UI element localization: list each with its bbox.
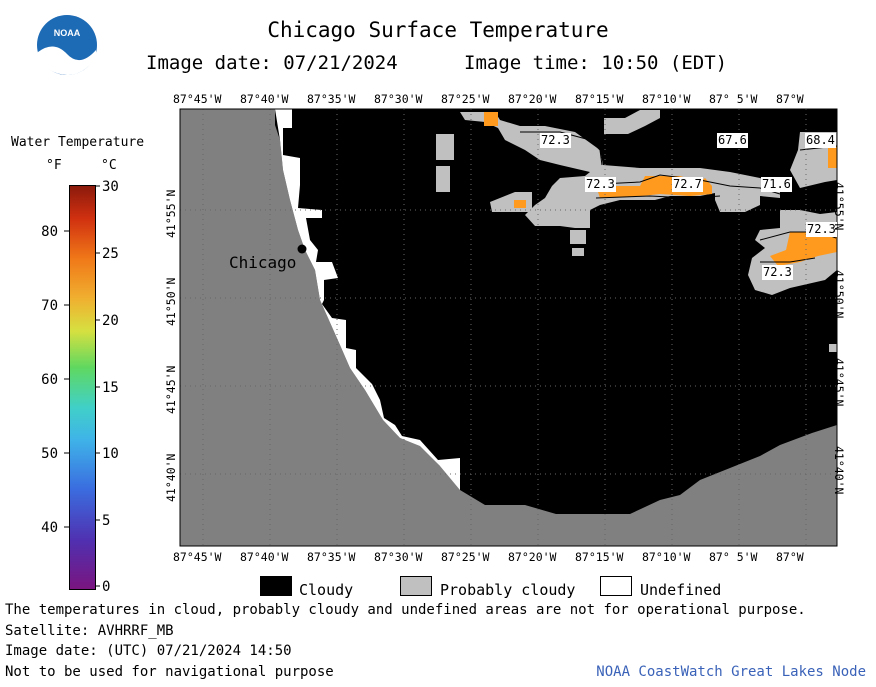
- key-label-cloudy: Cloudy: [299, 581, 354, 599]
- longitude-label: 87°25'W: [441, 550, 490, 564]
- temperature-label: 72.3: [806, 222, 837, 237]
- c-tick-label: 0: [102, 579, 110, 595]
- temperature-label: 71.6: [761, 177, 792, 192]
- image-time: Image time: 10:50 (EDT): [464, 52, 728, 74]
- longitude-label: 87°W: [776, 92, 804, 106]
- longitude-label: 87°15'W: [575, 550, 624, 564]
- temperature-label: 68.4: [805, 133, 836, 148]
- key-swatch-undefined: [600, 576, 632, 596]
- longitude-label: 87°10'W: [642, 550, 691, 564]
- logo-text: NOAA: [54, 28, 81, 38]
- longitude-label: 87°40'W: [240, 550, 289, 564]
- longitude-label: 87°10'W: [642, 92, 691, 106]
- latitude-label: 41°45'N: [832, 358, 846, 407]
- temperature-label: 72.3: [762, 265, 793, 280]
- longitude-label: 87° 5'W: [709, 92, 758, 106]
- unit-celsius: °C: [101, 158, 117, 173]
- c-tick-label: 30: [102, 180, 119, 195]
- footer-satellite: Satellite: AVHRRF_MB: [5, 623, 174, 639]
- latitude-label: 41°55'N: [832, 182, 846, 231]
- f-tick-label: 50: [41, 446, 58, 462]
- f-tick-label: 70: [41, 298, 58, 314]
- temperature-label: 67.6: [717, 133, 748, 148]
- f-tick-label: 60: [41, 372, 58, 388]
- f-tick-label: 80: [41, 224, 58, 240]
- key-label-probably-cloudy: Probably cloudy: [440, 581, 576, 599]
- footer-disclaimer: The temperatures in cloud, probably clou…: [5, 602, 806, 618]
- f-tick-label: 40: [41, 520, 58, 536]
- c-tick-label: 25: [102, 246, 119, 262]
- latitude-label: 41°40'N: [164, 453, 178, 502]
- latitude-label: 41°50'N: [164, 277, 178, 326]
- longitude-label: 87°30'W: [374, 92, 423, 106]
- longitude-label: 87° 5'W: [709, 550, 758, 564]
- map-title: Chicago Surface Temperature: [267, 18, 609, 42]
- c-tick-label: 10: [102, 446, 119, 462]
- c-tick-label: 5: [102, 513, 110, 529]
- longitude-label: 87°45'W: [173, 550, 222, 564]
- latitude-label: 41°50'N: [832, 270, 846, 319]
- longitude-label: 87°20'W: [508, 550, 557, 564]
- key-swatch-cloudy: [260, 576, 292, 596]
- footer-utc-date: Image date: (UTC) 07/21/2024 14:50: [5, 643, 292, 659]
- latitude-label: 41°55'N: [164, 189, 178, 238]
- temperature-label: 72.3: [540, 133, 571, 148]
- chicago-marker: [297, 244, 307, 254]
- credit-link[interactable]: NOAA CoastWatch Great Lakes Node: [596, 664, 866, 680]
- longitude-label: 87°35'W: [307, 92, 356, 106]
- footer-navigation-note: Not to be used for navigational purpose: [5, 664, 334, 680]
- longitude-label: 87°W: [776, 550, 804, 564]
- latitude-label: 41°40'N: [832, 446, 846, 495]
- key-label-undefined: Undefined: [640, 581, 722, 599]
- image-date: Image date: 07/21/2024: [146, 52, 398, 74]
- longitude-label: 87°25'W: [441, 92, 490, 106]
- unit-fahrenheit: °F: [46, 158, 62, 173]
- temperature-label: 72.7: [672, 177, 703, 192]
- longitude-label: 87°15'W: [575, 92, 624, 106]
- longitude-label: 87°30'W: [374, 550, 423, 564]
- colorbar-title: Water Temperature: [11, 135, 145, 150]
- chicago-label: Chicago: [229, 253, 297, 272]
- key-swatch-probably-cloudy: [400, 576, 432, 596]
- longitude-label: 87°40'W: [240, 92, 289, 106]
- c-tick-label: 20: [102, 313, 119, 329]
- latitude-label: 41°45'N: [164, 365, 178, 414]
- longitude-label: 87°45'W: [173, 92, 222, 106]
- temperature-label: 72.3: [585, 177, 616, 192]
- map-frame: [179, 108, 838, 547]
- longitude-label: 87°35'W: [307, 550, 356, 564]
- noaa-logo: NOAA: [37, 15, 97, 76]
- longitude-label: 87°20'W: [508, 92, 557, 106]
- c-tick-label: 15: [102, 380, 119, 396]
